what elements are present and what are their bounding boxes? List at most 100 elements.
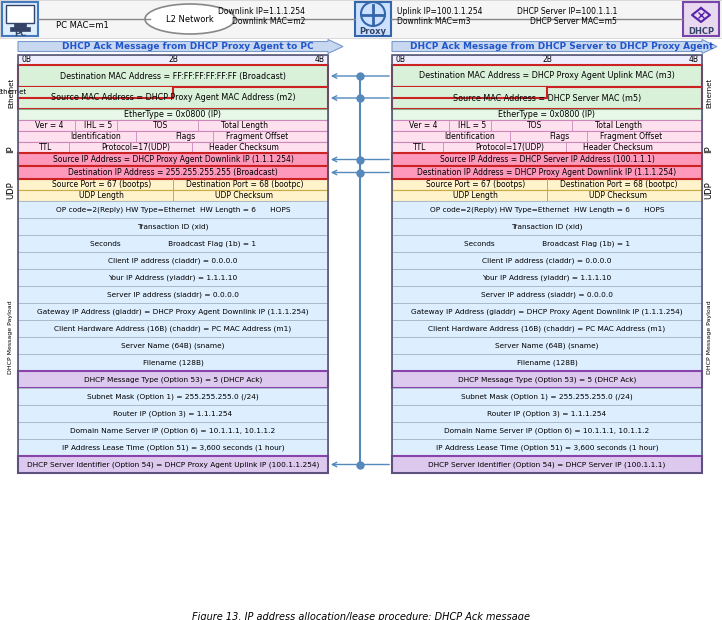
- Text: Protocol=17(UDP): Protocol=17(UDP): [475, 143, 544, 152]
- Text: Uplink IP=100.1.1.254: Uplink IP=100.1.1.254: [397, 7, 482, 17]
- Text: Total Length: Total Length: [221, 121, 268, 130]
- Text: 2B: 2B: [168, 56, 178, 64]
- Text: UDP Length: UDP Length: [453, 191, 498, 200]
- Text: Header Checksum: Header Checksum: [209, 143, 279, 152]
- Text: DHCP Message Payload: DHCP Message Payload: [707, 300, 711, 374]
- Text: Ethernet: Ethernet: [8, 78, 14, 107]
- Bar: [18, 55, 328, 65]
- Text: Client IP address (ciaddr) = 0.0.0.0: Client IP address (ciaddr) = 0.0.0.0: [482, 257, 612, 264]
- Bar: [6, 5, 34, 23]
- Text: UDP Length: UDP Length: [79, 191, 124, 200]
- Bar: [392, 337, 702, 354]
- Text: Server Name (64B) (sname): Server Name (64B) (sname): [495, 342, 599, 348]
- Bar: [18, 120, 328, 131]
- Text: Destination IP Address = DHCP Proxy Agent Downlink IP (1.1.1.254): Destination IP Address = DHCP Proxy Agen…: [417, 168, 677, 177]
- Bar: [392, 109, 702, 120]
- Text: OP code=2(Reply) HW Type=Ethernet  HW Length = 6      HOPS: OP code=2(Reply) HW Type=Ethernet HW Len…: [56, 206, 290, 213]
- Text: OP code=2(Reply) HW Type=Ethernet  HW Length = 6      HOPS: OP code=2(Reply) HW Type=Ethernet HW Len…: [430, 206, 664, 213]
- Text: UDP Checksum: UDP Checksum: [589, 191, 648, 200]
- Text: Seconds                    Broadcast Flag (1b) = 1: Seconds Broadcast Flag (1b) = 1: [90, 240, 256, 247]
- Text: UDP: UDP: [6, 181, 15, 199]
- Bar: [18, 65, 328, 87]
- Text: Source IP Address = DHCP Server IP Address (100.1.1.1): Source IP Address = DHCP Server IP Addre…: [440, 155, 654, 164]
- Bar: [392, 320, 702, 337]
- Bar: [392, 252, 702, 269]
- Bar: [392, 179, 702, 190]
- Text: Transaction ID (xid): Transaction ID (xid): [137, 223, 209, 230]
- Text: Destination Port = 68 (bootpc): Destination Port = 68 (bootpc): [186, 180, 303, 189]
- Bar: [18, 354, 328, 371]
- Bar: [392, 354, 702, 371]
- Text: Server IP address (siaddr) = 0.0.0.0: Server IP address (siaddr) = 0.0.0.0: [107, 291, 239, 298]
- Text: Source IP Address = DHCP Proxy Agent Downlink IP (1.1.1.254): Source IP Address = DHCP Proxy Agent Dow…: [53, 155, 293, 164]
- Bar: [18, 405, 328, 422]
- Bar: [2, 2, 38, 36]
- Text: IP Address Lease Time (Option 51) = 3,600 seconds (1 hour): IP Address Lease Time (Option 51) = 3,60…: [435, 445, 658, 451]
- Text: EtherType = 0x0800 (IP): EtherType = 0x0800 (IP): [498, 110, 596, 119]
- Text: Protocol=17(UDP): Protocol=17(UDP): [101, 143, 170, 152]
- Text: Ver = 4: Ver = 4: [35, 121, 64, 130]
- Bar: [18, 252, 328, 269]
- Text: Your IP Address (yiaddr) = 1.1.1.10: Your IP Address (yiaddr) = 1.1.1.10: [482, 274, 612, 281]
- Text: 4B: 4B: [689, 56, 699, 64]
- Text: DHCP Server IP=100.1.1.1: DHCP Server IP=100.1.1.1: [517, 7, 617, 17]
- Text: Fragment Offset: Fragment Offset: [599, 132, 662, 141]
- Text: Downlink IP=1.1.1.254: Downlink IP=1.1.1.254: [218, 7, 305, 17]
- Bar: [392, 286, 702, 303]
- Bar: [683, 2, 719, 36]
- Text: Downlink MAC=m2: Downlink MAC=m2: [232, 17, 305, 27]
- Text: Ver = 4: Ver = 4: [409, 121, 438, 130]
- Text: TOS: TOS: [527, 121, 542, 130]
- Text: Ethernet: Ethernet: [706, 78, 712, 107]
- Bar: [18, 456, 328, 473]
- Text: DHCP Server Identifier (Option 54) = DHCP Server IP (100.1.1.1): DHCP Server Identifier (Option 54) = DHC…: [428, 461, 666, 467]
- Text: 4B: 4B: [315, 56, 325, 64]
- Text: TTL: TTL: [39, 143, 53, 152]
- Bar: [392, 439, 702, 456]
- Bar: [18, 303, 328, 320]
- Text: Subnet Mask (Option 1) = 255.255.255.0 (/24): Subnet Mask (Option 1) = 255.255.255.0 (…: [87, 393, 259, 400]
- Text: L2 Network: L2 Network: [166, 14, 214, 24]
- Bar: [355, 2, 391, 36]
- Bar: [18, 55, 328, 473]
- Text: Destination MAC Address = DHCP Proxy Agent Uplink MAC (m3): Destination MAC Address = DHCP Proxy Age…: [419, 71, 675, 81]
- Text: Filename (128B): Filename (128B): [142, 359, 204, 366]
- Text: Figure 13. IP address allocation/lease procedure: DHCP Ack message: Figure 13. IP address allocation/lease p…: [192, 612, 530, 620]
- Bar: [18, 87, 328, 109]
- Text: Subnet Mask (Option 1) = 255.255.255.0 (/24): Subnet Mask (Option 1) = 255.255.255.0 (…: [461, 393, 633, 400]
- Bar: [14, 23, 26, 27]
- Text: IHL = 5: IHL = 5: [84, 121, 113, 130]
- Text: Destination IP Address = 255.255.255.255 (Broadcast): Destination IP Address = 255.255.255.255…: [68, 168, 278, 177]
- Bar: [392, 55, 702, 473]
- Text: PC: PC: [14, 29, 26, 37]
- Text: Flags: Flags: [549, 132, 570, 141]
- Text: Server IP address (siaddr) = 0.0.0.0: Server IP address (siaddr) = 0.0.0.0: [481, 291, 613, 298]
- Text: DHCP Ack Message from DHCP Proxy Agent to PC: DHCP Ack Message from DHCP Proxy Agent t…: [62, 42, 314, 51]
- Bar: [10, 27, 30, 31]
- Text: 0B: 0B: [21, 56, 31, 64]
- Text: Header Checksum: Header Checksum: [583, 143, 653, 152]
- Text: UDP: UDP: [705, 181, 713, 199]
- Bar: [18, 269, 328, 286]
- Bar: [392, 65, 702, 87]
- Text: DHCP Message Payload: DHCP Message Payload: [9, 300, 14, 374]
- Text: Destination Port = 68 (bootpc): Destination Port = 68 (bootpc): [560, 180, 677, 189]
- Bar: [18, 190, 328, 201]
- Text: PC MAC=m1: PC MAC=m1: [56, 22, 109, 30]
- Bar: [392, 166, 702, 179]
- Bar: [392, 120, 702, 131]
- Text: Ethernet: Ethernet: [0, 89, 26, 95]
- Bar: [18, 131, 328, 142]
- Text: Downlink MAC=m3: Downlink MAC=m3: [397, 17, 471, 27]
- Text: Identification: Identification: [444, 132, 495, 141]
- Text: DHCP Server Identifier (Option 54) = DHCP Proxy Agent Uplink IP (100.1.1.254): DHCP Server Identifier (Option 54) = DHC…: [27, 461, 319, 467]
- Bar: [18, 218, 328, 235]
- Text: IP: IP: [6, 146, 15, 153]
- Text: IHL = 5: IHL = 5: [458, 121, 487, 130]
- Text: Domain Name Server IP (Option 6) = 10.1.1.1, 10.1.1.2: Domain Name Server IP (Option 6) = 10.1.…: [70, 427, 276, 434]
- Bar: [392, 218, 702, 235]
- Text: DHCP Message Type (Option 53) = 5 (DHCP Ack): DHCP Message Type (Option 53) = 5 (DHCP …: [84, 376, 262, 383]
- Bar: [392, 235, 702, 252]
- Bar: [18, 153, 328, 166]
- Bar: [18, 179, 328, 190]
